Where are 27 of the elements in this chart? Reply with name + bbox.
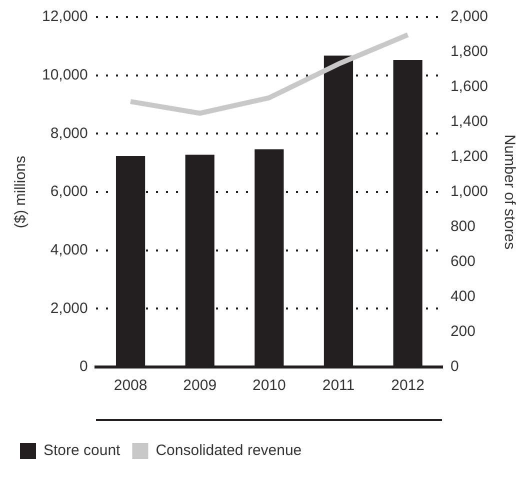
x-tick-label: 2009 [183,377,217,394]
y-tick-label: 10,000 [42,66,88,84]
y2-tick-label: 1,600 [450,78,488,96]
legend-label: Consolidated revenue [156,442,302,460]
y2-tick-label: 1,000 [450,183,488,200]
y2-tick-label: 200 [450,323,476,340]
y2-axis-title: Number of stores [500,134,518,250]
y2-tick-label: 2,000 [450,8,488,26]
y2-tick-label: 1,400 [450,113,488,130]
y-tick-label: 0 [80,358,88,376]
x-tick-label: 2012 [391,377,424,394]
y2-tick-label: 600 [450,253,476,270]
x-tick-label: 2011 [322,377,355,394]
y-tick-label: 4,000 [50,241,88,258]
x-tick-label: 2010 [252,377,286,394]
legend-label: Store count [44,442,122,460]
y-tick-label: 8,000 [50,124,88,142]
y-tick-label: 12,000 [42,8,88,26]
y2-tick-label: 400 [450,288,476,306]
y2-tick-label: 0 [450,358,459,376]
y2-tick-label: 1,800 [450,43,488,60]
y2-tick-label: 1,200 [450,148,488,166]
y-tick-label: 6,000 [50,183,88,200]
x-tick-label: 2008 [114,377,148,394]
y-tick-label: 2,000 [50,300,88,317]
y2-tick-label: 800 [450,218,476,236]
y-axis-title: ($) millions [12,156,30,228]
